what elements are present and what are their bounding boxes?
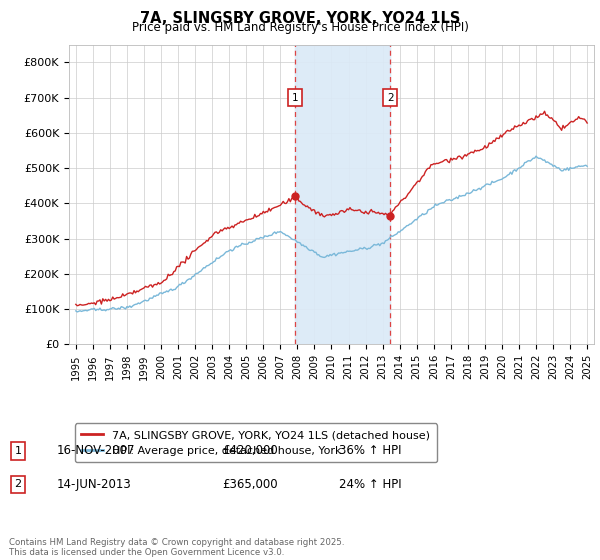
Text: 1: 1	[14, 446, 22, 456]
Text: 2: 2	[387, 92, 394, 102]
Bar	[295, 45, 391, 344]
Text: £420,000: £420,000	[222, 444, 278, 458]
Text: 36% ↑ HPI: 36% ↑ HPI	[339, 444, 401, 458]
Text: 7A, SLINGSBY GROVE, YORK, YO24 1LS: 7A, SLINGSBY GROVE, YORK, YO24 1LS	[140, 11, 460, 26]
Text: 16-NOV-2007: 16-NOV-2007	[57, 444, 136, 458]
Text: Contains HM Land Registry data © Crown copyright and database right 2025.
This d: Contains HM Land Registry data © Crown c…	[9, 538, 344, 557]
Text: 24% ↑ HPI: 24% ↑ HPI	[339, 478, 401, 491]
Text: 1: 1	[292, 92, 299, 102]
Text: 2: 2	[14, 479, 22, 489]
Bar	[295, 45, 391, 344]
Text: Price paid vs. HM Land Registry's House Price Index (HPI): Price paid vs. HM Land Registry's House …	[131, 21, 469, 34]
Text: £365,000: £365,000	[222, 478, 278, 491]
Legend: 7A, SLINGSBY GROVE, YORK, YO24 1LS (detached house), HPI: Average price, detache: 7A, SLINGSBY GROVE, YORK, YO24 1LS (deta…	[74, 423, 437, 462]
Text: 14-JUN-2013: 14-JUN-2013	[57, 478, 132, 491]
